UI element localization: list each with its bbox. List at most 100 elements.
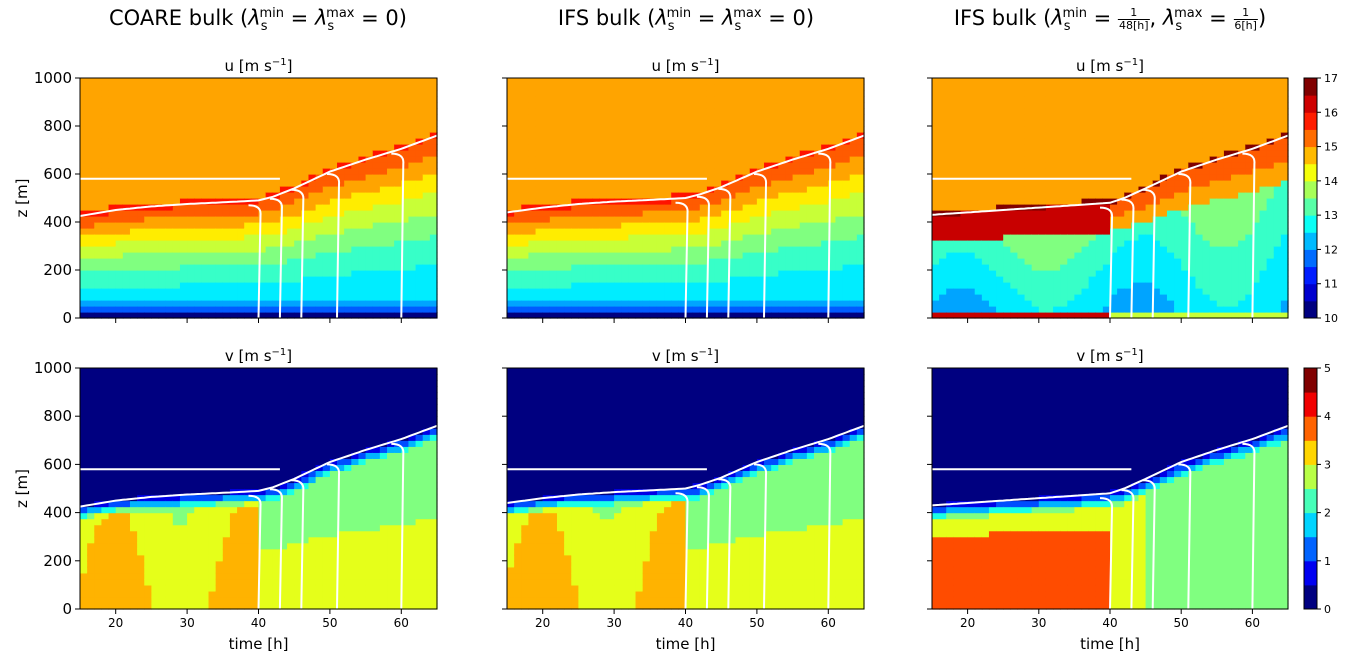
heatmap-cell (94, 264, 102, 271)
heatmap-cell (144, 210, 152, 217)
heatmap-cell (266, 264, 274, 271)
heatmap-cell (430, 126, 438, 133)
heatmap-cell (614, 78, 622, 85)
heatmap-cell (230, 228, 238, 235)
heatmap-cell (807, 174, 815, 181)
heatmap-cell (201, 144, 209, 151)
heatmap-cell (939, 204, 947, 211)
heatmap-cell (223, 246, 231, 253)
heatmap-cell (394, 204, 402, 211)
heatmap-cell (636, 162, 644, 169)
heatmap-cell (1032, 84, 1040, 91)
heatmap-cell (344, 270, 352, 277)
heatmap-cell (814, 222, 822, 229)
heatmap-cell (408, 204, 416, 211)
heatmap-cell (607, 96, 615, 103)
heatmap-cell (416, 198, 424, 205)
heatmap-cell (80, 276, 88, 283)
heatmap-cell (932, 234, 940, 241)
heatmap-cell (700, 204, 708, 211)
heatmap-cell (678, 246, 686, 253)
heatmap-cell (550, 180, 558, 187)
heatmap-cell (743, 294, 751, 301)
heatmap-panel: u [m s−1] (502, 57, 865, 323)
heatmap-cell (989, 114, 997, 121)
heatmap-cell (287, 306, 295, 313)
heatmap-cell (351, 198, 359, 205)
heatmap-cell (989, 108, 997, 115)
heatmap-cell (982, 150, 990, 157)
heatmap-cell (1053, 132, 1061, 139)
heatmap-cell (237, 306, 245, 313)
heatmap-cell (151, 294, 159, 301)
heatmap-cell (700, 162, 708, 169)
heatmap-cell (564, 306, 572, 313)
heatmap-cell (721, 168, 729, 175)
heatmap-cell (137, 156, 145, 163)
heatmap-cell (636, 156, 644, 163)
heatmap-cell (109, 234, 117, 241)
heatmap-cell (387, 282, 395, 289)
heatmap-cell (316, 234, 324, 241)
heatmap-cell (764, 108, 772, 115)
heatmap-cell (101, 258, 109, 265)
heatmap-cell (330, 216, 338, 223)
heatmap-cell (939, 162, 947, 169)
heatmap-cell (536, 222, 544, 229)
heatmap-cell (996, 306, 1004, 313)
heatmap-cell (571, 294, 579, 301)
heatmap-cell (280, 168, 288, 175)
heatmap-cell (693, 180, 701, 187)
heatmap-cell (557, 228, 565, 235)
heatmap-cell (735, 204, 743, 211)
heatmap-cell (194, 186, 202, 193)
heatmap-cell (586, 240, 594, 247)
heatmap-cell (366, 168, 374, 175)
heatmap-cell (173, 276, 181, 283)
heatmap-cell (678, 162, 686, 169)
heatmap-cell (151, 222, 159, 229)
heatmap-cell (308, 246, 316, 253)
heatmap-cell (793, 114, 801, 121)
heatmap-cell (423, 90, 431, 97)
heatmap-cell (358, 96, 366, 103)
heatmap-cell (408, 78, 416, 85)
heatmap-cell (507, 300, 515, 307)
heatmap-cell (657, 132, 665, 139)
heatmap-cell (543, 294, 551, 301)
heatmap-cell (1003, 108, 1011, 115)
heatmap-cell (230, 132, 238, 139)
heatmap-cell (187, 204, 195, 211)
heatmap-cell (671, 288, 679, 295)
heatmap-cell (671, 216, 679, 223)
heatmap-cell (430, 270, 438, 277)
heatmap-cell (366, 144, 374, 151)
heatmap-cell (664, 228, 672, 235)
heatmap-cell (835, 192, 843, 199)
heatmap-cell (821, 210, 829, 217)
heatmap-cell (793, 228, 801, 235)
heatmap-cell (1060, 132, 1068, 139)
heatmap-cell (989, 258, 997, 265)
heatmap-cell (1039, 102, 1047, 109)
heatmap-cell (671, 144, 679, 151)
heatmap-cell (946, 144, 954, 151)
heatmap-cell (743, 258, 751, 265)
heatmap-cell (151, 210, 159, 217)
heatmap-cell (678, 132, 686, 139)
heatmap-cell (507, 168, 515, 175)
heatmap-cell (968, 228, 976, 235)
heatmap-cell (116, 168, 124, 175)
heatmap-cell (380, 234, 388, 241)
heatmap-cell (521, 282, 529, 289)
heatmap-cell (130, 162, 138, 169)
heatmap-cell (380, 108, 388, 115)
heatmap-cell (137, 216, 145, 223)
heatmap-cell (650, 234, 658, 241)
heatmap-cell (700, 168, 708, 175)
heatmap-cell (793, 258, 801, 265)
heatmap-cell (1074, 306, 1082, 313)
heatmap-cell (373, 204, 381, 211)
heatmap-cell (607, 210, 615, 217)
heatmap-cell (266, 204, 274, 211)
